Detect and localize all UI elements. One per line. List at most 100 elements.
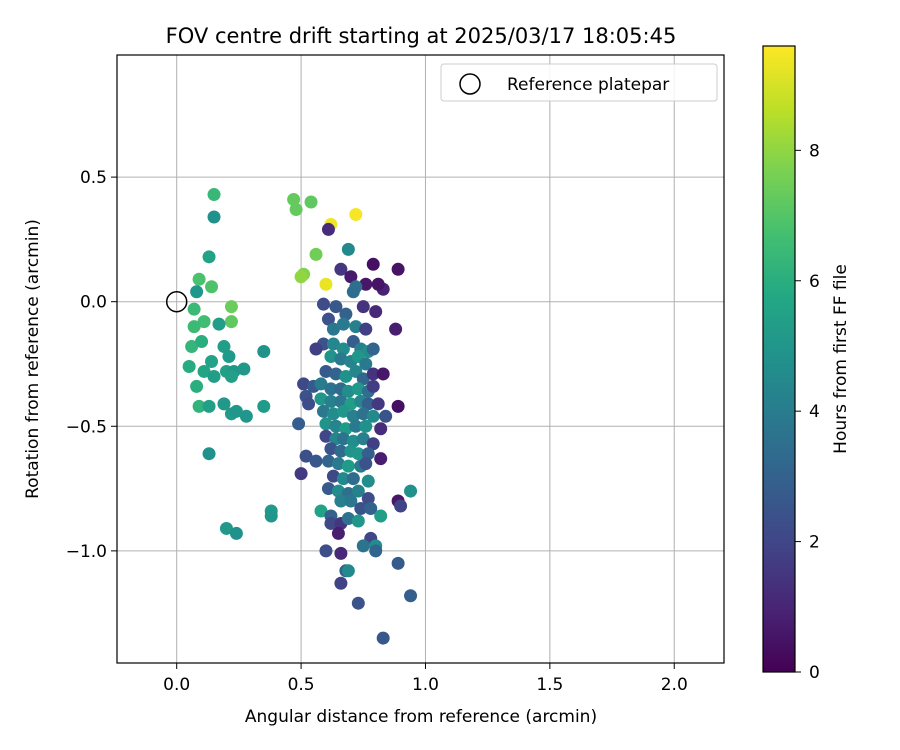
scatter-point — [319, 277, 333, 291]
scatter-point — [351, 447, 365, 461]
scatter-point — [364, 502, 378, 516]
scatter-point — [334, 494, 348, 508]
scatter-point — [391, 399, 405, 413]
scatter-point — [187, 320, 201, 334]
scatter-point — [292, 417, 306, 431]
scatter-point — [376, 367, 390, 381]
scatter-point — [341, 511, 355, 525]
scatter-point — [207, 188, 221, 202]
scatter-point — [339, 307, 353, 321]
scatter-point — [324, 394, 338, 408]
scatter-point — [346, 409, 360, 423]
scatter-point — [366, 379, 380, 393]
legend-label: Reference platepar — [507, 75, 669, 95]
scatter-point — [319, 544, 333, 558]
scatter-point — [287, 193, 301, 207]
scatter-point — [237, 362, 251, 376]
scatter-point — [394, 499, 408, 513]
legend: Reference platepar — [440, 63, 718, 102]
scatter-point — [316, 297, 330, 311]
scatter-point — [371, 397, 385, 411]
scatter-point — [344, 494, 358, 508]
scatter-point — [334, 546, 348, 560]
scatter-point — [304, 195, 318, 209]
scatter-point — [341, 459, 355, 473]
scatter-point — [336, 472, 350, 486]
scatter-point — [202, 250, 216, 264]
scatter-point — [321, 482, 335, 496]
scatter-point — [336, 432, 350, 446]
plot-frame — [116, 54, 725, 664]
scatter-point — [207, 210, 221, 224]
reference-platepar-marker — [165, 290, 188, 313]
x-tick-label: 0.0 — [163, 675, 190, 695]
scatter-point — [309, 247, 323, 261]
scatter-point — [356, 432, 370, 446]
y-tick-label: −0.5 — [66, 417, 107, 437]
scatter-point — [182, 359, 196, 373]
scatter-point — [324, 382, 338, 396]
scatter-point — [314, 504, 328, 518]
scatter-point — [351, 382, 365, 396]
scatter-point — [334, 394, 348, 408]
scatter-point — [349, 419, 363, 433]
scatter-point — [309, 342, 323, 356]
scatter-point — [374, 422, 388, 436]
scatter-point — [334, 262, 348, 276]
scatter-point — [336, 404, 350, 418]
scatter-point — [351, 596, 365, 610]
scatter-point — [212, 317, 226, 331]
x-tick-label: 2.0 — [661, 675, 688, 695]
scatter-point — [359, 357, 373, 371]
y-tick-label: 0.0 — [80, 293, 107, 313]
scatter-point — [219, 521, 233, 535]
scatter-point — [334, 444, 348, 458]
y-axis-ticks: 0.5 0.0 −0.5 −1.0 — [66, 168, 117, 562]
scatter-point — [356, 539, 370, 553]
scatter-point — [339, 422, 353, 436]
x-tick-label: 1.5 — [536, 675, 563, 695]
scatter-point — [329, 367, 343, 381]
scatter-point — [326, 337, 340, 351]
scatter-point — [197, 364, 211, 378]
scatter-point — [359, 277, 373, 291]
x-tick-label: 1.0 — [412, 675, 439, 695]
y-tick-label: 0.5 — [80, 168, 107, 188]
scatter-point — [361, 397, 375, 411]
scatter-point — [346, 472, 360, 486]
scatter-point — [329, 300, 343, 314]
scatter-point — [321, 222, 335, 236]
legend-marker-icon — [459, 73, 481, 95]
scatter-point — [229, 526, 243, 540]
scatter-point — [205, 280, 219, 294]
scatter-point — [324, 442, 338, 456]
scatter-point — [356, 372, 370, 386]
grid-lines — [117, 55, 724, 663]
scatter-point — [195, 335, 209, 349]
scatter-point — [379, 409, 393, 423]
scatter-point — [316, 404, 330, 418]
colorbar-ticks: 0 2 4 6 8 — [795, 141, 820, 683]
scatter-point — [257, 345, 271, 359]
scatter-point — [185, 340, 199, 354]
scatter-point — [299, 449, 313, 463]
scatter-point — [366, 342, 380, 356]
scatter-point — [369, 544, 383, 558]
scatter-point — [349, 320, 363, 334]
legend-box — [440, 63, 718, 102]
scatter-point — [331, 484, 345, 498]
scatter-point — [205, 354, 219, 368]
scatter-point — [361, 447, 375, 461]
scatter-point — [202, 447, 216, 461]
scatter-point — [192, 272, 206, 286]
colorbar-label: Hours from first FF file — [831, 264, 851, 454]
scatter-point — [190, 379, 204, 393]
scatter-point — [321, 454, 335, 468]
scatter-point — [361, 492, 375, 506]
scatter-point — [331, 526, 345, 540]
x-tick-label: 0.5 — [288, 675, 315, 695]
scatter-point — [376, 631, 390, 645]
scatter-point — [359, 457, 373, 471]
scatter-point — [202, 399, 216, 413]
